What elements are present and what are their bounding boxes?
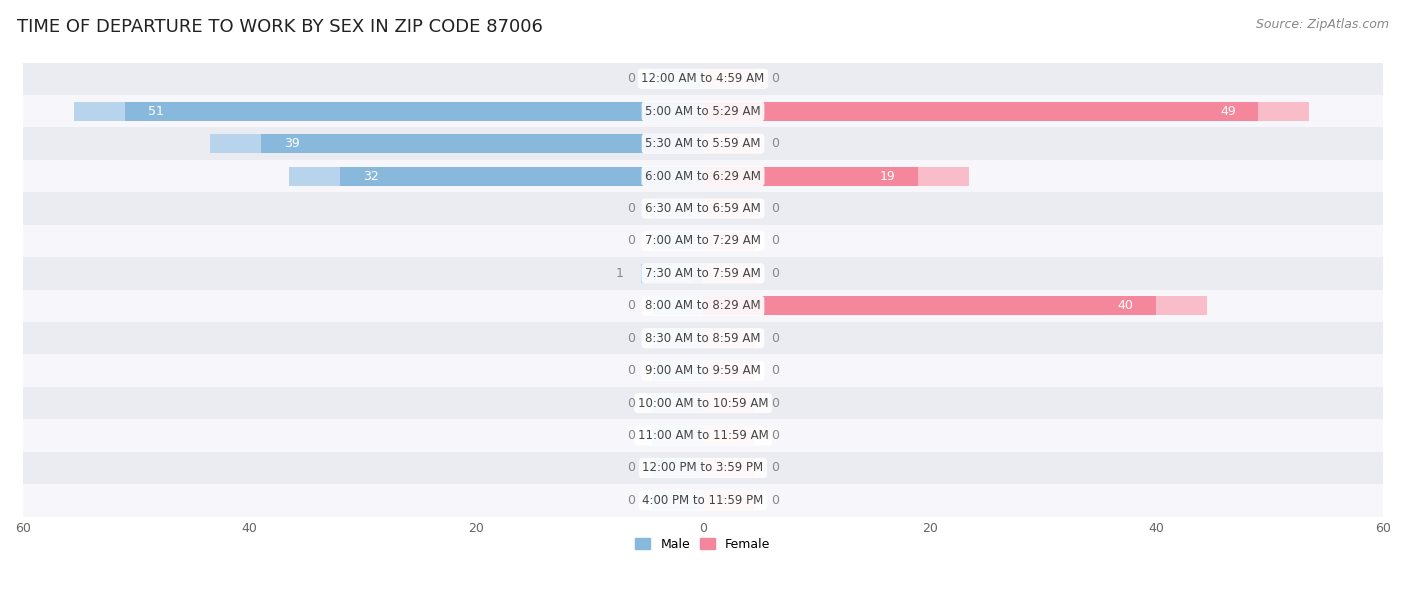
- Bar: [22, 452, 1384, 484]
- Bar: [703, 361, 754, 380]
- Bar: [22, 419, 1384, 452]
- Bar: [652, 329, 703, 347]
- Text: 0: 0: [627, 202, 636, 215]
- Bar: [703, 134, 754, 153]
- Text: 4:00 PM to 11:59 PM: 4:00 PM to 11:59 PM: [643, 494, 763, 507]
- Bar: [262, 134, 703, 153]
- Bar: [652, 426, 703, 445]
- Bar: [75, 102, 703, 121]
- Text: 40: 40: [1118, 299, 1133, 312]
- Text: 0: 0: [770, 202, 779, 215]
- Bar: [703, 491, 754, 510]
- Text: 0: 0: [627, 73, 636, 85]
- Bar: [22, 62, 1384, 95]
- Text: 0: 0: [770, 462, 779, 474]
- Text: 0: 0: [627, 299, 636, 312]
- Text: Source: ZipAtlas.com: Source: ZipAtlas.com: [1256, 18, 1389, 31]
- Text: 8:00 AM to 8:29 AM: 8:00 AM to 8:29 AM: [645, 299, 761, 312]
- Text: 0: 0: [770, 429, 779, 442]
- Bar: [703, 102, 1258, 121]
- Bar: [703, 70, 754, 88]
- Bar: [290, 167, 703, 186]
- Text: 0: 0: [627, 364, 636, 377]
- Bar: [703, 102, 1309, 121]
- Text: 7:00 AM to 7:29 AM: 7:00 AM to 7:29 AM: [645, 234, 761, 248]
- Bar: [652, 394, 703, 412]
- Text: 10:00 AM to 10:59 AM: 10:00 AM to 10:59 AM: [638, 397, 768, 409]
- Bar: [703, 394, 754, 412]
- Text: 49: 49: [1220, 105, 1236, 118]
- Text: 0: 0: [627, 429, 636, 442]
- Bar: [703, 264, 754, 283]
- Text: 8:30 AM to 8:59 AM: 8:30 AM to 8:59 AM: [645, 332, 761, 345]
- Bar: [22, 257, 1384, 290]
- Bar: [22, 484, 1384, 516]
- Bar: [652, 199, 703, 218]
- Text: 6:30 AM to 6:59 AM: 6:30 AM to 6:59 AM: [645, 202, 761, 215]
- Text: 0: 0: [770, 137, 779, 150]
- Text: 0: 0: [627, 462, 636, 474]
- Text: 39: 39: [284, 137, 299, 150]
- Bar: [22, 225, 1384, 257]
- Bar: [125, 102, 703, 121]
- Text: 1: 1: [616, 267, 624, 280]
- Bar: [641, 264, 703, 283]
- Text: 0: 0: [770, 494, 779, 507]
- Bar: [703, 459, 754, 477]
- Text: 7:30 AM to 7:59 AM: 7:30 AM to 7:59 AM: [645, 267, 761, 280]
- Text: 0: 0: [627, 494, 636, 507]
- Text: 9:00 AM to 9:59 AM: 9:00 AM to 9:59 AM: [645, 364, 761, 377]
- Legend: Male, Female: Male, Female: [630, 533, 776, 556]
- Bar: [340, 167, 703, 186]
- Bar: [703, 167, 969, 186]
- Bar: [703, 426, 754, 445]
- Text: 0: 0: [627, 234, 636, 248]
- Bar: [703, 167, 918, 186]
- Text: TIME OF DEPARTURE TO WORK BY SEX IN ZIP CODE 87006: TIME OF DEPARTURE TO WORK BY SEX IN ZIP …: [17, 18, 543, 36]
- Text: 19: 19: [880, 170, 896, 183]
- Bar: [703, 296, 1156, 315]
- Bar: [22, 355, 1384, 387]
- Text: 11:00 AM to 11:59 AM: 11:00 AM to 11:59 AM: [638, 429, 768, 442]
- Bar: [22, 387, 1384, 419]
- Bar: [652, 231, 703, 250]
- Text: 0: 0: [627, 397, 636, 409]
- Bar: [209, 134, 703, 153]
- Bar: [22, 127, 1384, 160]
- Bar: [703, 296, 1208, 315]
- Text: 0: 0: [627, 332, 636, 345]
- Bar: [703, 199, 754, 218]
- Text: 32: 32: [363, 170, 378, 183]
- Bar: [22, 160, 1384, 192]
- Bar: [652, 491, 703, 510]
- Bar: [22, 192, 1384, 225]
- Text: 0: 0: [770, 332, 779, 345]
- Bar: [652, 70, 703, 88]
- Bar: [652, 459, 703, 477]
- Text: 0: 0: [770, 397, 779, 409]
- Bar: [692, 264, 703, 283]
- Text: 0: 0: [770, 234, 779, 248]
- Text: 51: 51: [148, 105, 163, 118]
- Text: 6:00 AM to 6:29 AM: 6:00 AM to 6:29 AM: [645, 170, 761, 183]
- Bar: [652, 296, 703, 315]
- Text: 12:00 PM to 3:59 PM: 12:00 PM to 3:59 PM: [643, 462, 763, 474]
- Bar: [22, 95, 1384, 127]
- Bar: [703, 231, 754, 250]
- Text: 5:30 AM to 5:59 AM: 5:30 AM to 5:59 AM: [645, 137, 761, 150]
- Text: 0: 0: [770, 267, 779, 280]
- Bar: [703, 329, 754, 347]
- Bar: [652, 361, 703, 380]
- Bar: [22, 290, 1384, 322]
- Text: 0: 0: [770, 364, 779, 377]
- Bar: [22, 322, 1384, 355]
- Text: 5:00 AM to 5:29 AM: 5:00 AM to 5:29 AM: [645, 105, 761, 118]
- Text: 12:00 AM to 4:59 AM: 12:00 AM to 4:59 AM: [641, 73, 765, 85]
- Text: 0: 0: [770, 73, 779, 85]
